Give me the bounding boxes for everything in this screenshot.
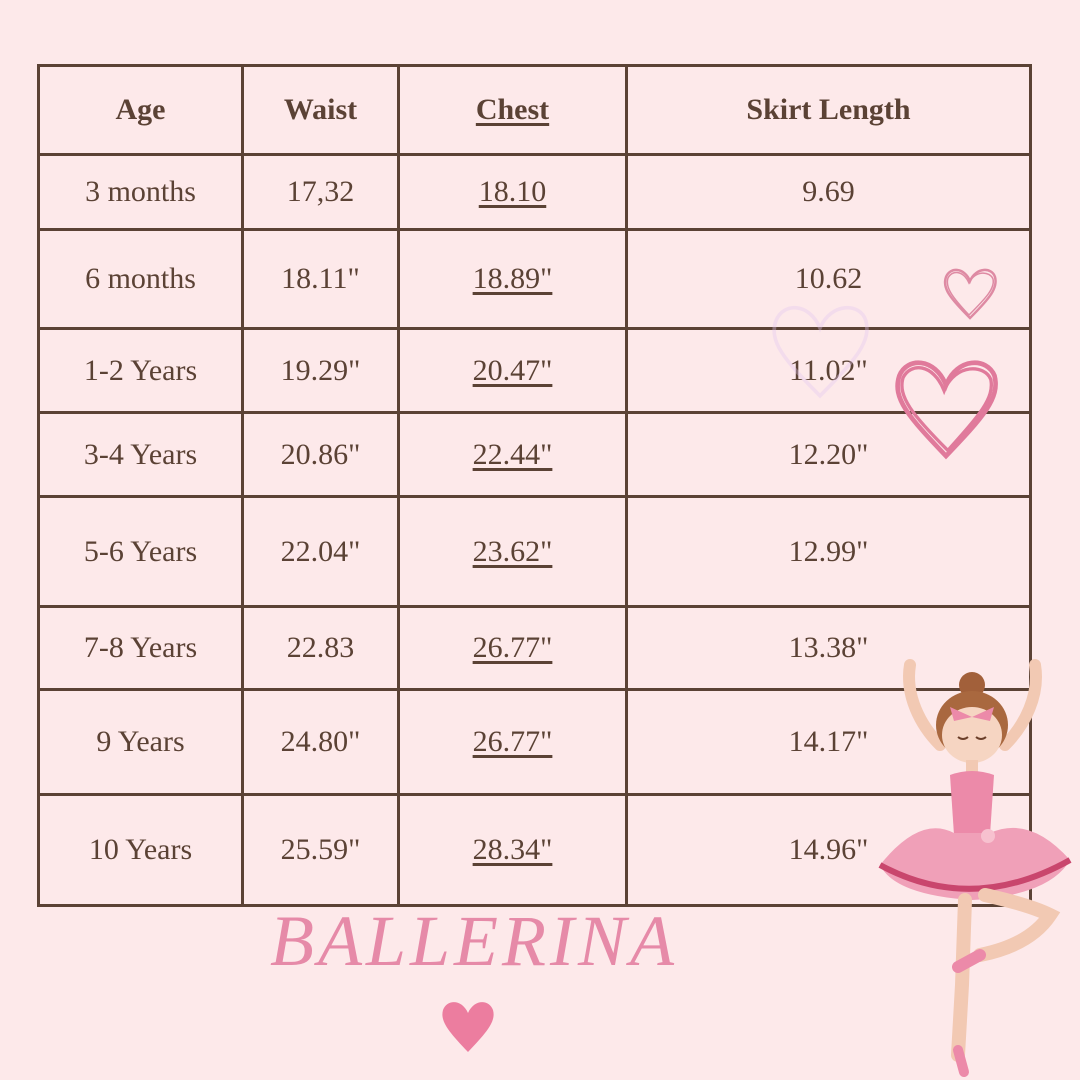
cell-age: 7-8 Years [37,605,244,691]
cell-age: 3-4 Years [37,411,244,498]
cell-chest: 22.44" [397,411,628,498]
heart-filled-icon [442,1002,494,1052]
cell-age: 6 months [37,228,244,330]
heart-outline-icon [943,268,997,320]
cell-chest: 20.47" [397,327,628,414]
size-chart-table: Age Waist Chest Skirt Length 3 months 17,… [37,64,1032,907]
cell-waist: 22.04" [241,495,400,608]
cell-waist: 22.83 [241,605,400,691]
header-row: Age Waist Chest Skirt Length [37,64,1032,156]
cell-chest: 23.62" [397,495,628,608]
cell-waist: 17,32 [241,153,400,231]
cell-chest: 26.77" [397,605,628,691]
cell-age: 10 Years [37,793,244,907]
header-chest: Chest [397,64,628,156]
header-skirt-length: Skirt Length [625,64,1032,156]
cell-chest: 28.34" [397,793,628,907]
table-row: 5-6 Years 22.04" 23.62" 12.99" [37,495,1032,608]
cell-age: 3 months [37,153,244,231]
cell-skirt-length: 12.99" [625,495,1032,608]
table-row: 9 Years 24.80" 26.77" 14.17" [37,688,1032,796]
cell-age: 1-2 Years [37,327,244,414]
heart-outline-icon [895,360,998,460]
heart-outline-icon [772,305,869,399]
table-row: 3 months 17,32 18.10 9.69 [37,153,1032,231]
table-row: 6 months 18.11" 18.89" 10.62 [37,228,1032,330]
cell-waist: 25.59" [241,793,400,907]
table-row: 1-2 Years 19.29" 20.47" 11.02" [37,327,1032,414]
cell-waist: 18.11" [241,228,400,330]
brand-title: BALLERINA [270,901,678,981]
cell-waist: 19.29" [241,327,400,414]
cell-age: 9 Years [37,688,244,796]
cell-skirt-length: 9.69 [625,153,1032,231]
header-age: Age [37,64,244,156]
cell-chest: 18.89" [397,228,628,330]
table-row: 7-8 Years 22.83 26.77" 13.38" [37,605,1032,691]
cell-chest: 26.77" [397,688,628,796]
ballerina-illustration [878,659,1072,1077]
cell-age: 5-6 Years [37,495,244,608]
cell-waist: 24.80" [241,688,400,796]
cell-skirt-length: 12.20" [625,411,1032,498]
header-waist: Waist [241,64,400,156]
cell-waist: 20.86" [241,411,400,498]
table-row: 3-4 Years 20.86" 22.44" 12.20" [37,411,1032,498]
cell-chest: 18.10 [397,153,628,231]
